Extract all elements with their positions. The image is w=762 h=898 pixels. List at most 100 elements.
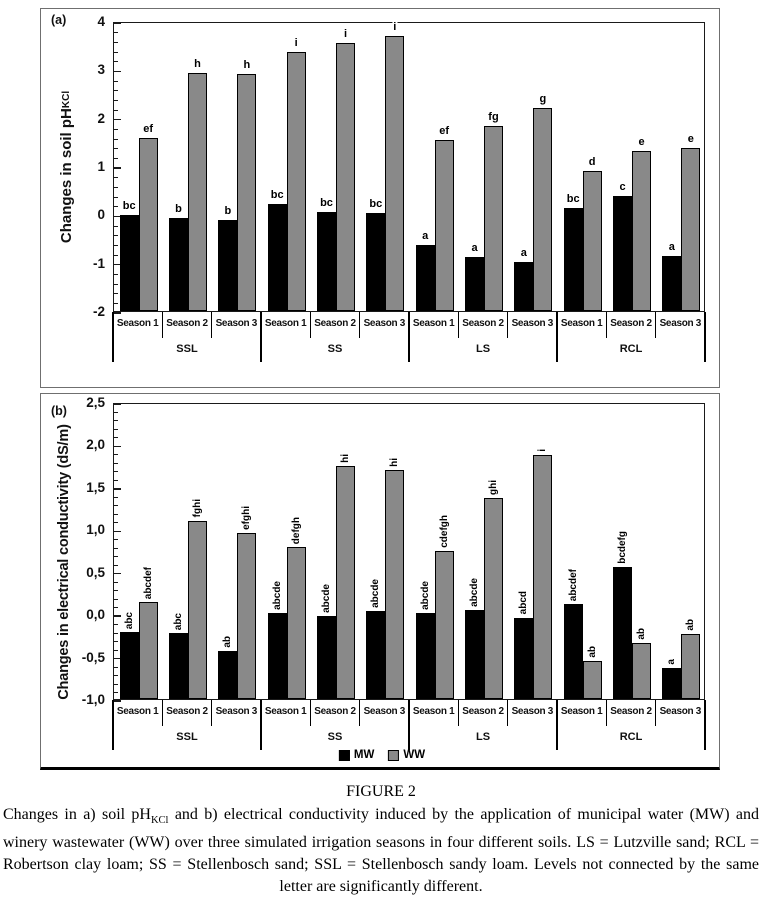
bar-ww-ls-season3 bbox=[533, 454, 553, 699]
bar-ww-ssl-season3 bbox=[237, 532, 257, 699]
y-axis-minor-tick bbox=[114, 128, 118, 130]
season-label: Season 3 bbox=[215, 318, 258, 329]
legend-label-mw: MW bbox=[353, 749, 375, 761]
bar-mw-ssl-season1 bbox=[119, 631, 139, 699]
sig-letter: hi bbox=[388, 458, 402, 467]
bar-mw-ss-season3 bbox=[366, 610, 386, 699]
bar-ww-rcl-season3 bbox=[681, 148, 701, 311]
y-axis-minor-tick bbox=[114, 479, 118, 481]
sig-letter: abc bbox=[122, 611, 136, 629]
y-axis-minor-tick bbox=[114, 556, 118, 558]
sig-letter: ab bbox=[585, 646, 599, 658]
bar-ww-rcl-season2 bbox=[632, 151, 651, 311]
y-axis-tick-label: 0,0 bbox=[86, 607, 105, 623]
y-axis-minor-tick bbox=[114, 186, 118, 188]
y-axis-minor-tick bbox=[114, 254, 118, 256]
sig-letter: i bbox=[342, 27, 349, 41]
bar-mw-ss-season2 bbox=[317, 615, 336, 699]
season-label: Season 2 bbox=[462, 318, 504, 329]
caption-text-part1: Changes in a) soil pH bbox=[3, 806, 151, 823]
sig-letter: c bbox=[618, 181, 627, 195]
y-axis-tick-label: -0,5 bbox=[81, 649, 105, 665]
panel-a-y-axis-title-subscript: KCl bbox=[60, 90, 72, 109]
bar-ww-ssl-season1 bbox=[138, 138, 158, 311]
group-boundary-line bbox=[112, 700, 114, 750]
sig-letter: ef bbox=[142, 123, 155, 137]
season-separator-line bbox=[654, 312, 657, 338]
season-label: Season 1 bbox=[116, 706, 159, 717]
y-axis-major-tick bbox=[114, 22, 121, 24]
bar-mw-ls-season1 bbox=[415, 613, 435, 699]
season-separator-line bbox=[161, 700, 164, 726]
bar-mw-ss-season1 bbox=[267, 613, 287, 699]
sig-letter: i bbox=[536, 448, 550, 452]
season-separator-line bbox=[506, 700, 509, 726]
y-axis-minor-tick bbox=[114, 206, 118, 208]
bar-ww-ss-season1 bbox=[286, 547, 306, 699]
bar-ww-ssl-season2 bbox=[188, 520, 207, 699]
season-label: Season 2 bbox=[610, 318, 652, 329]
sig-letter: bc bbox=[319, 196, 334, 210]
sig-letter: ghi bbox=[487, 479, 500, 495]
y-axis-minor-tick bbox=[114, 641, 118, 643]
figure-caption: FIGURE 2 Changes in a) soil pHKCl and b)… bbox=[0, 782, 762, 898]
sig-letter: e bbox=[637, 136, 646, 150]
bar-mw-rcl-season1 bbox=[563, 603, 583, 699]
bar-ww-ssl-season1 bbox=[138, 602, 158, 699]
season-label: Season 3 bbox=[511, 706, 554, 717]
y-axis-minor-tick bbox=[114, 411, 118, 413]
y-axis-minor-tick bbox=[114, 109, 118, 111]
y-axis-minor-tick bbox=[114, 41, 118, 43]
y-axis-tick-label: 2 bbox=[97, 110, 105, 126]
y-axis-major-tick bbox=[114, 118, 121, 121]
season-separator-line bbox=[457, 312, 460, 338]
season-separator-line bbox=[654, 700, 657, 726]
bar-mw-ls-season3 bbox=[514, 617, 534, 699]
sig-letter: a bbox=[665, 659, 679, 665]
y-axis-tick-label: -1,0 bbox=[81, 692, 105, 707]
y-axis-major-tick bbox=[114, 167, 121, 169]
y-axis-minor-tick bbox=[114, 99, 118, 101]
bar-mw-ls-season2 bbox=[465, 257, 484, 311]
y-axis-minor-tick bbox=[114, 138, 118, 140]
soil-label-ssl: SSL bbox=[176, 731, 198, 743]
bar-ww-rcl-season2 bbox=[632, 643, 651, 699]
sig-letter: ab bbox=[684, 619, 698, 631]
y-axis-minor-tick bbox=[114, 225, 118, 227]
group-boundary-line bbox=[556, 312, 558, 362]
plot-area: abc abcdef abc fghi ab efghi abcde defgh abcde hi… bbox=[113, 403, 705, 702]
season-label: Season 2 bbox=[166, 706, 208, 717]
group-boundary-line bbox=[556, 700, 558, 750]
bar-ww-ls-season2 bbox=[484, 125, 503, 311]
y-axis-minor-tick bbox=[114, 420, 118, 422]
y-axis-minor-tick bbox=[114, 80, 118, 82]
soil-label-ls: LS bbox=[475, 343, 491, 355]
y-axis-minor-tick bbox=[114, 564, 118, 566]
y-axis-major-tick bbox=[114, 445, 121, 448]
y-axis-minor-tick bbox=[114, 302, 118, 304]
sig-letter: i bbox=[293, 37, 299, 51]
bar-ww-ls-season3 bbox=[533, 107, 553, 311]
bar-ww-rcl-season1 bbox=[582, 171, 602, 311]
y-axis-tick-label: 0 bbox=[97, 207, 105, 223]
bar-ww-ss-season3 bbox=[385, 35, 405, 311]
bar-mw-ss-season2 bbox=[317, 211, 336, 311]
sig-letter: i bbox=[392, 20, 398, 34]
season-separator-line bbox=[506, 312, 509, 338]
y-axis-minor-tick bbox=[114, 196, 118, 198]
sig-letter: abcde bbox=[270, 581, 284, 611]
sig-letter: abcdef bbox=[566, 568, 580, 601]
y-axis-major-tick bbox=[114, 530, 121, 533]
sig-letter: h bbox=[242, 59, 252, 73]
soil-label-rcl: RCL bbox=[619, 731, 643, 743]
chart-legend: MW WW bbox=[338, 749, 425, 761]
sig-letter: hi bbox=[339, 453, 352, 463]
legend-item-ww: WW bbox=[388, 749, 425, 761]
sig-letter: abcde bbox=[320, 583, 333, 613]
bar-ww-rcl-season1 bbox=[582, 660, 602, 699]
y-axis-tick-label: 1,0 bbox=[86, 522, 105, 538]
soil-label-ss: SS bbox=[327, 731, 343, 743]
sig-letter: cdefgh bbox=[437, 514, 451, 548]
bar-ww-ssl-season2 bbox=[188, 72, 207, 311]
y-axis-minor-tick bbox=[114, 293, 118, 295]
